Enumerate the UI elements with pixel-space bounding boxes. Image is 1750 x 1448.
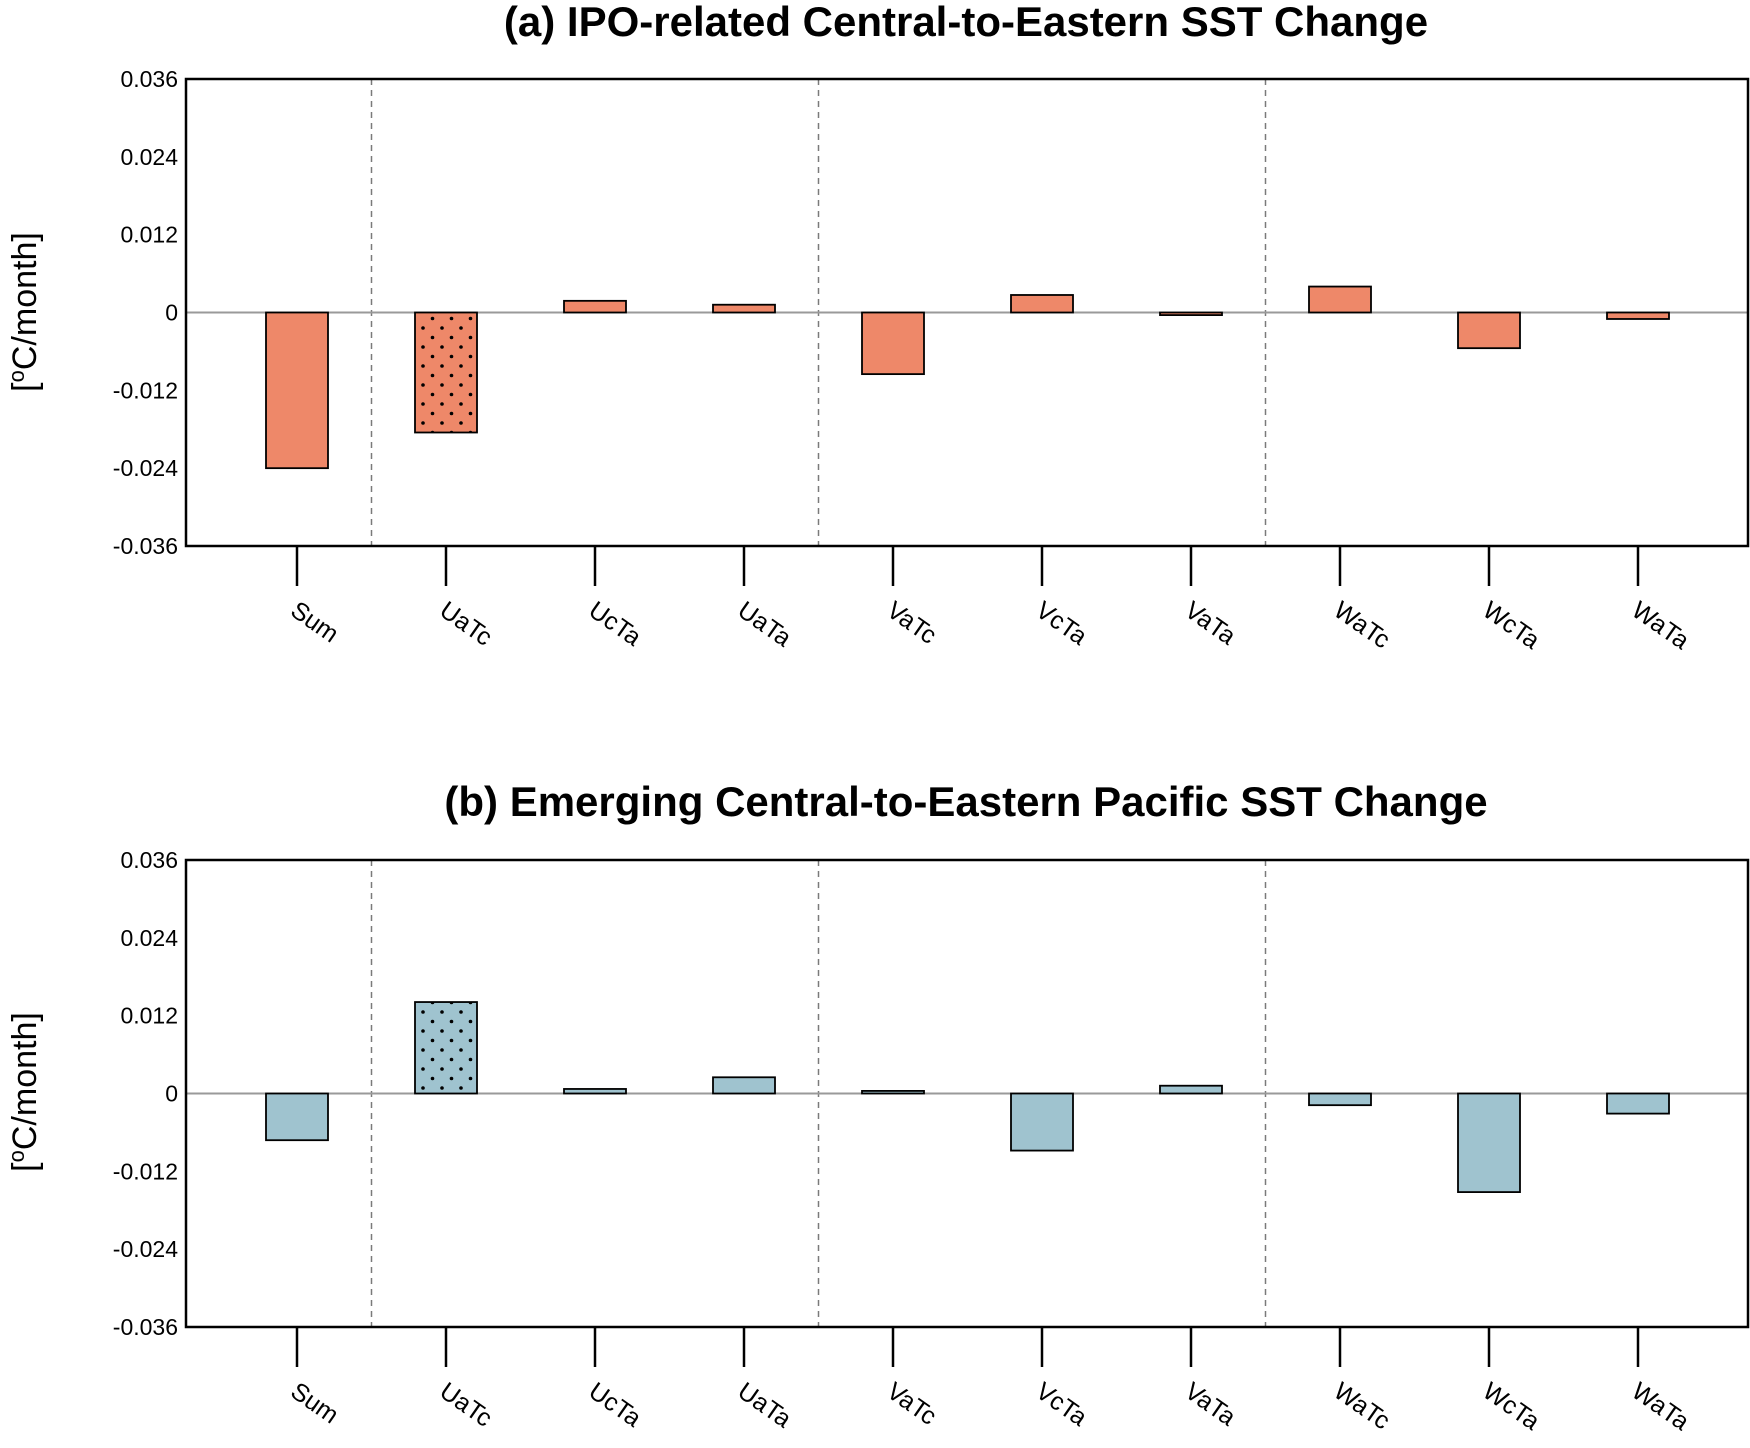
- panel-b-xtick-label-vcta: VcTa: [1031, 1377, 1093, 1432]
- panel-b-frame: [184, 858, 1750, 1329]
- panel-a-ytick-label-0: 0.036: [120, 66, 178, 92]
- panel-b-title: (b) Emerging Central-to-Eastern Pacific …: [444, 778, 1487, 825]
- panel-a-bar-vcta: [1010, 294, 1074, 314]
- panel-b-xtick-label-wata: WaTa: [1627, 1377, 1695, 1436]
- panel-a-xtick-label-uata: UaTa: [733, 596, 797, 652]
- panel-a-xtick-label-wata: WaTa: [1627, 596, 1695, 655]
- panel-b-ytick-label-3: 0: [165, 1081, 178, 1107]
- panel-a-xtick-label-vatc: VaTc: [882, 596, 942, 650]
- panel-b-bar-vatc: [861, 1090, 925, 1095]
- panel-a-ytick-label-5: -0.024: [113, 455, 178, 481]
- panel-b-bar-vcta: [1010, 1092, 1074, 1152]
- panel-b-ytick-label-0: 0.036: [120, 847, 178, 873]
- panel-b-ylabel-suffix: C/month]: [6, 1012, 44, 1150]
- panel-a-bar-watc: [1308, 285, 1372, 314]
- panel-a-ylabel-prefix: [: [6, 382, 44, 392]
- panel-a-title: (a) IPO-related Central-to-Eastern SST C…: [504, 0, 1428, 45]
- panel-b-xtick-label-wcta: WcTa: [1478, 1377, 1545, 1436]
- panel-a-ytick-label-6: -0.036: [113, 533, 178, 559]
- panel-a-ylabel-sup: o: [4, 370, 29, 382]
- panel-a-bar-uata: [712, 303, 776, 314]
- panel-a-xtick-label-sum: Sum: [286, 596, 344, 648]
- panel-a-bar-sum: [265, 311, 329, 470]
- panel-a-ylabel-suffix: C/month]: [6, 232, 44, 370]
- panel-b-ylabel-prefix: [: [6, 1162, 44, 1172]
- panel-b-bar-wata: [1606, 1092, 1670, 1115]
- panel-b-xtick-label-vatc: VaTc: [882, 1377, 942, 1431]
- panel-b-bar-watc: [1308, 1092, 1372, 1107]
- panel-b-xtick-label-uatc: UaTc: [435, 1377, 498, 1433]
- panel-b-ytick-label-4: -0.012: [113, 1158, 178, 1184]
- panel-a-ytick-label-1: 0.024: [120, 144, 178, 170]
- panel-a-xtick-label-ucta: UcTa: [584, 596, 647, 652]
- panel-b-xtick-label-ucta: UcTa: [584, 1377, 647, 1433]
- panel-b-bar-vata: [1159, 1084, 1223, 1095]
- panel-b-bar-uatc-stipple: [415, 1002, 477, 1094]
- panel-b-ytick-label-6: -0.036: [113, 1314, 178, 1340]
- panel-a-bar-ucta: [563, 299, 627, 314]
- panel-a-xtick-label-wcta: WcTa: [1478, 596, 1545, 655]
- panel-a-ylabel: [oC/month]: [4, 232, 45, 392]
- panel-a: (a) IPO-related Central-to-Eastern SST C…: [4, 0, 1750, 655]
- panel-b-ytick-label-1: 0.024: [120, 925, 178, 951]
- panel-a-xtick-label-vata: VaTa: [1180, 596, 1241, 651]
- panel-b-ylabel-sup: o: [4, 1150, 29, 1162]
- panel-a-ytick-label-3: 0: [165, 300, 178, 326]
- panel-b-xtick-label-vata: VaTa: [1180, 1377, 1241, 1432]
- panel-a-xtick-label-watc: WaTc: [1329, 596, 1396, 654]
- panel-a-ytick-label-2: 0.012: [120, 222, 178, 248]
- panel-a-frame: [184, 77, 1750, 548]
- panel-a-bar-uatc-stipple: [415, 312, 477, 433]
- panel-b-ytick-label-2: 0.012: [120, 1003, 178, 1029]
- panel-b-xtick-label-uata: UaTa: [733, 1377, 797, 1433]
- panel-b-ylabel: [oC/month]: [4, 1012, 45, 1172]
- panel-a-bar-wata: [1606, 311, 1670, 320]
- panel-b-bar-sum: [265, 1092, 329, 1142]
- panel-b-ytick-label-5: -0.024: [113, 1236, 178, 1262]
- panel-a-plot: 0.036 0.024 0.012 0 -0.012 -0.024 -0.036 Sum UaT…: [113, 66, 1750, 655]
- panel-b-xtick-label-watc: WaTc: [1329, 1377, 1396, 1435]
- panel-b-plot: 0.036 0.024 0.012 0 -0.012 -0.024 -0.036 Sum UaT…: [113, 847, 1750, 1436]
- panel-a-bar-wcta: [1457, 311, 1521, 350]
- panel-a-bar-vata: [1159, 311, 1223, 316]
- panel-b-xtick-label-sum: Sum: [286, 1377, 344, 1429]
- panel-b-bar-ucta: [563, 1088, 627, 1095]
- svg-text:[oC/month]: [oC/month]: [4, 232, 45, 392]
- panel-b-bar-uata: [712, 1076, 776, 1095]
- panel-a-xtick-label-uatc: UaTc: [435, 596, 498, 652]
- svg-text:[oC/month]: [oC/month]: [4, 1012, 45, 1172]
- panel-a-ytick-label-4: -0.012: [113, 377, 178, 403]
- panel-a-bar-vatc: [861, 311, 925, 376]
- panel-b-bar-wcta: [1457, 1092, 1521, 1193]
- panel-b: (b) Emerging Central-to-Eastern Pacific …: [4, 778, 1750, 1436]
- panel-a-xtick-label-vcta: VcTa: [1031, 596, 1093, 651]
